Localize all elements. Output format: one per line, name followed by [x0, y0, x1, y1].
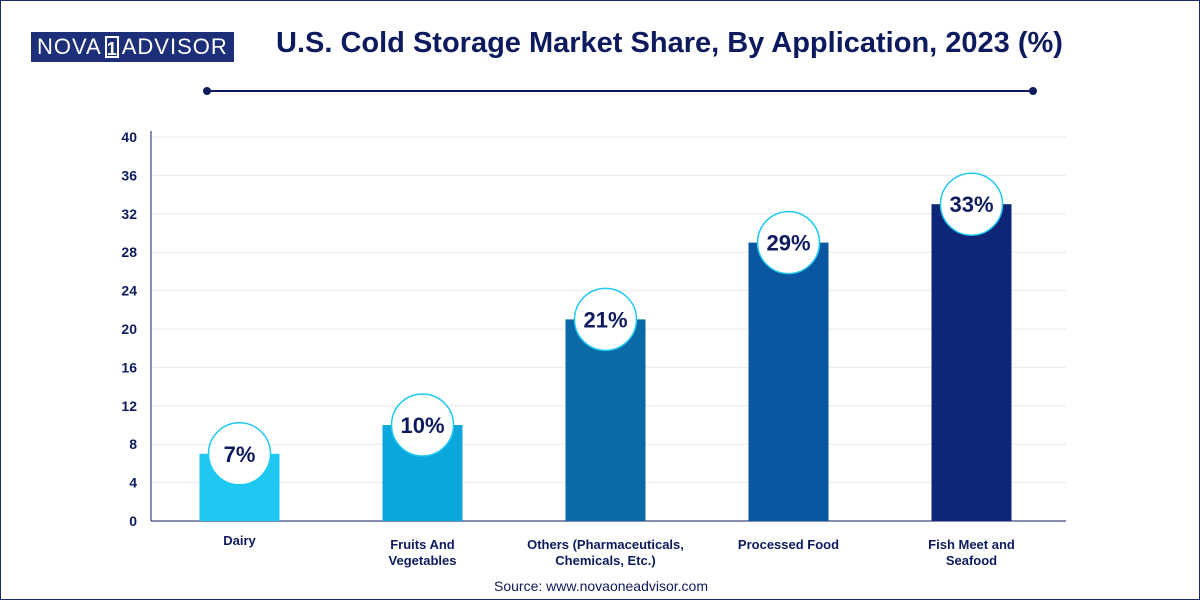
- value-badge: [756, 210, 821, 275]
- y-tick-label: 0: [129, 513, 137, 529]
- logo-text-left: NOVA: [37, 34, 102, 59]
- logo-text-right: ADVISOR: [121, 34, 228, 59]
- x-tick-label: Chemicals, Etc.): [555, 553, 655, 568]
- data-label: 10%: [400, 413, 444, 438]
- chart-title: U.S. Cold Storage Market Share, By Appli…: [276, 27, 1063, 59]
- data-label: 21%: [583, 307, 627, 332]
- x-tick-label: Processed Food: [738, 537, 839, 552]
- y-tick-label: 20: [121, 321, 137, 337]
- value-badge: [207, 422, 272, 486]
- source-note: Source: www.novaoneadvisor.com: [494, 578, 708, 594]
- y-tick-label: 16: [121, 359, 137, 375]
- x-tick-label: Vegetables: [389, 553, 457, 568]
- y-tick-label: 32: [121, 206, 137, 222]
- y-tick-label: 8: [129, 436, 137, 452]
- value-badge: [939, 172, 1004, 236]
- data-label: 7%: [224, 442, 256, 467]
- y-tick-label: 4: [129, 475, 137, 491]
- data-label: 29%: [766, 231, 810, 256]
- y-tick-label: 28: [121, 244, 137, 260]
- x-tick-label: Dairy: [223, 533, 256, 548]
- y-tick-label: 24: [121, 283, 137, 299]
- y-tick-label: 12: [121, 398, 137, 414]
- y-tick-label: 36: [121, 167, 137, 183]
- bar: [931, 204, 1012, 521]
- y-tick-label: 40: [121, 129, 137, 145]
- x-tick-label: Others (Pharmaceuticals,: [527, 537, 684, 552]
- x-tick-label: Fruits And: [390, 537, 455, 552]
- value-badge: [573, 287, 638, 352]
- brand-logo: NOVA 1 ADVISOR: [31, 32, 234, 62]
- x-tick-label: Seafood: [946, 553, 997, 568]
- bar: [748, 242, 829, 521]
- x-tick-label: Fish Meet and: [928, 537, 1015, 552]
- title-divider: [203, 87, 1037, 95]
- logo-mark: 1: [104, 36, 119, 59]
- data-label: 33%: [949, 192, 993, 217]
- value-badge: [390, 393, 455, 457]
- bar: [565, 319, 646, 521]
